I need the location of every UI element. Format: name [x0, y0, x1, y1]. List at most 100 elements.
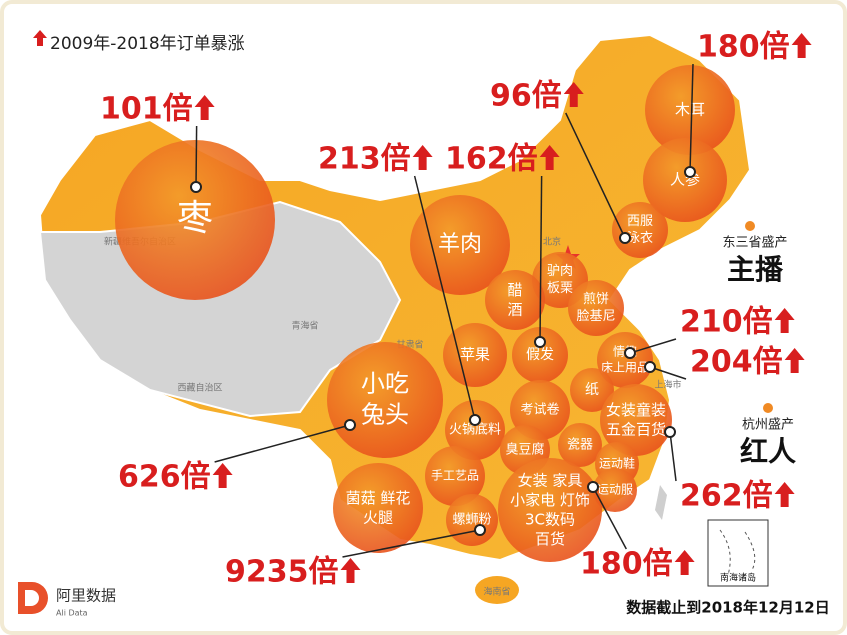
bubble	[327, 342, 443, 458]
callout-arrow	[674, 550, 695, 575]
bubble	[568, 280, 624, 336]
bubble-label: 木耳	[675, 101, 705, 119]
bubble-label: 百货	[535, 530, 565, 548]
bubble	[600, 384, 672, 456]
bubble	[445, 400, 505, 460]
callout-arrow	[784, 348, 805, 373]
bubble-label: 手工艺品	[431, 469, 479, 483]
bubble-label: 运动鞋	[599, 456, 635, 471]
callout: 210倍	[680, 305, 773, 340]
note-emphasis: 红人	[740, 435, 796, 468]
bubble-label: 3C数码	[525, 510, 575, 528]
callout-arrow	[340, 558, 361, 583]
bubble-label: 运动服	[597, 483, 633, 497]
bubble-label: 小吃	[361, 369, 409, 397]
callout: 204倍	[690, 345, 783, 380]
leader-dot	[534, 336, 546, 348]
leader-line	[539, 175, 543, 343]
callout-arrow	[563, 82, 584, 107]
province-label: 北京	[543, 236, 561, 248]
bubble-label: 西服	[627, 214, 653, 229]
bubble	[643, 138, 727, 222]
bubble-label: 泳衣	[627, 230, 653, 246]
callout: 213倍	[318, 142, 411, 177]
logo-name: 阿里数据	[56, 587, 116, 605]
callout-arrow	[194, 95, 215, 120]
leader-dot	[344, 419, 356, 431]
bubble	[512, 327, 568, 383]
callout: 626倍	[118, 460, 211, 495]
leader-dot	[474, 524, 486, 536]
bubble	[485, 270, 545, 330]
leader-line	[195, 125, 198, 188]
leader-dot	[469, 414, 481, 426]
note: 杭州盛产	[742, 418, 794, 433]
hainan	[475, 576, 519, 604]
callout: 180倍	[697, 30, 790, 65]
callout: 180倍	[580, 547, 673, 582]
leader-line	[649, 366, 687, 380]
bubble	[410, 195, 510, 295]
callout-arrow	[539, 145, 560, 170]
callout-arrow	[412, 145, 433, 170]
bubble	[333, 463, 423, 553]
bubble	[612, 202, 668, 258]
bubble	[425, 446, 485, 506]
leader-line	[629, 338, 677, 354]
bubble-label: 菌菇 鲜花	[346, 489, 411, 507]
bubble-label: 火锅底料	[449, 422, 501, 438]
callout-arrow	[774, 308, 795, 333]
south-sea-inset	[707, 519, 769, 587]
bubble	[645, 65, 735, 155]
taiwan	[655, 485, 667, 520]
callout: 162倍	[445, 142, 538, 177]
bubble-label: 螺蛳粉	[452, 513, 491, 528]
bubble	[558, 423, 602, 467]
legend-text: 2009年-2018年订单暴涨	[50, 34, 245, 54]
bubble-label: 瓷器	[567, 438, 593, 453]
bubble-label: 兔头	[361, 401, 409, 429]
bubble-label: 醋	[507, 281, 522, 299]
leader-line	[413, 175, 476, 421]
bubble-label: 五金百货	[606, 420, 666, 438]
bubble-label: 火腿	[363, 508, 393, 526]
leader-dot	[190, 181, 202, 193]
bubble-label: 驴肉	[547, 263, 573, 279]
legend-arrow	[33, 30, 47, 46]
callout-arrow	[774, 482, 795, 507]
bubble-label: 枣	[177, 198, 213, 239]
bubble-label: 女装 家具	[518, 471, 583, 489]
leader-dot	[684, 166, 696, 178]
note: 东三省盛产	[722, 236, 787, 251]
note-dot	[745, 221, 755, 231]
bubble	[115, 140, 275, 300]
inset-lines	[719, 529, 756, 576]
leader-line	[214, 424, 351, 463]
province-label: 西藏自治区	[177, 382, 222, 394]
footer: 数据截止到2018年12月12日	[626, 599, 830, 617]
overlay: 新疆维吾尔自治区青海省西藏自治区甘肃省北京上海市海南省南海诸岛枣羊肉木耳人参西服…	[100, 30, 812, 598]
province-label: 海南省	[483, 586, 510, 598]
bubble-label: 臭豆腐	[505, 443, 544, 458]
bubble-label: 脸基尼	[576, 309, 615, 324]
callout-arrow	[212, 463, 233, 488]
bubble	[443, 323, 507, 387]
leader-dot	[664, 426, 676, 438]
bubble-label: 羊肉	[438, 232, 482, 257]
bubble-label: 假发	[526, 347, 554, 363]
province-label: 南海诸岛	[720, 572, 756, 584]
bubble-label: 女装童装	[606, 401, 666, 419]
bubble	[593, 468, 637, 512]
province-label: 上海市	[654, 379, 681, 391]
callout: 101倍	[100, 92, 193, 127]
bubble	[570, 368, 614, 412]
leader-dot	[587, 481, 599, 493]
callout-arrow	[791, 33, 812, 58]
bubble-label: 纸	[585, 382, 599, 398]
leader-line	[689, 63, 694, 173]
province-label: 青海省	[291, 320, 318, 332]
leader-line	[592, 486, 627, 550]
callout: 96倍	[490, 79, 562, 114]
bubble-label: 煎饼	[583, 291, 609, 307]
